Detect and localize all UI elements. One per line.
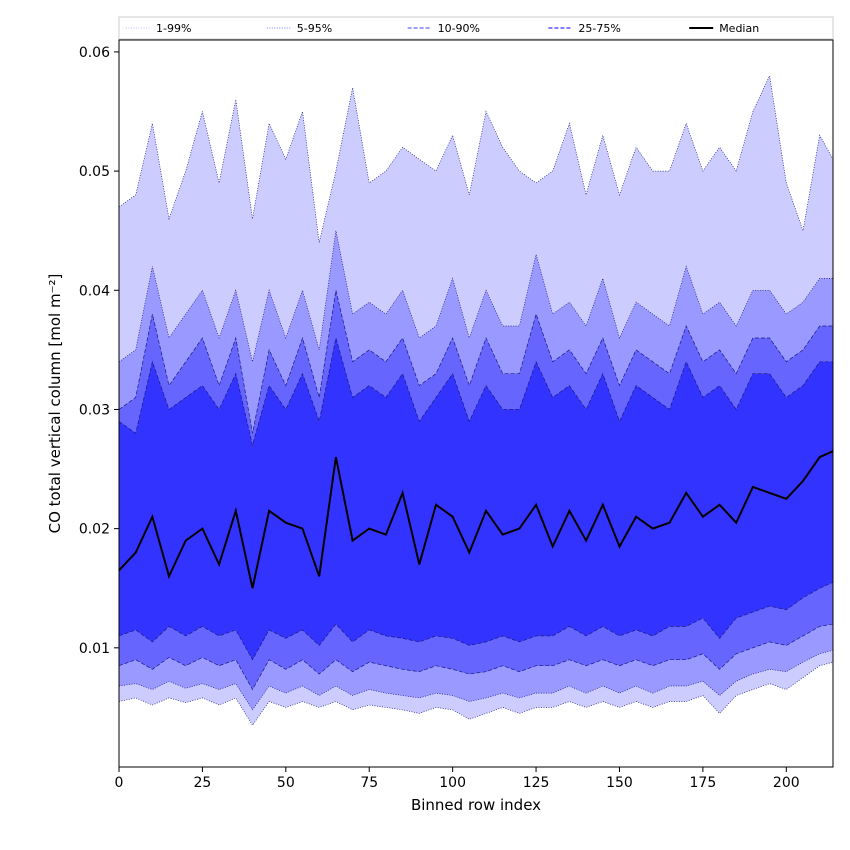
- y-tick-label: 0.01: [79, 641, 110, 657]
- y-tick-label: 0.03: [79, 402, 110, 418]
- band-25-75: [119, 338, 833, 660]
- x-axis-ticks: 0 25 50 75 100 125 150 175 200: [115, 767, 800, 791]
- y-axis-label: CO total vertical column [mol m⁻²]: [46, 274, 64, 534]
- x-tick-label: 50: [277, 775, 295, 791]
- x-tick-label: 25: [193, 775, 211, 791]
- band-10-90-upper-line: [118, 290, 833, 434]
- x-tick-label: 0: [115, 775, 124, 791]
- band-5-95-upper-line: [118, 230, 833, 363]
- band-1-99-upper-line: [118, 74, 834, 243]
- x-tick-label: 175: [690, 775, 717, 791]
- y-axis-ticks: 0.01 0.02 0.03 0.04 0.05 0.06: [79, 45, 119, 657]
- x-axis-label: Binned row index: [411, 796, 541, 814]
- median-layer: [118, 450, 834, 589]
- legend-label-5-95: 5-95%: [297, 22, 332, 35]
- band-25-75-upper-line: [118, 337, 833, 446]
- legend-label-1-99: 1-99%: [156, 22, 191, 35]
- y-tick-label: 0.06: [79, 45, 110, 61]
- x-tick-label: 75: [360, 775, 378, 791]
- x-tick-label: 125: [523, 775, 550, 791]
- y-tick-label: 0.04: [79, 283, 110, 299]
- percentile-bands: [119, 75, 833, 726]
- y-tick-label: 0.05: [79, 164, 110, 180]
- x-tick-label: 100: [439, 775, 466, 791]
- plot-frame: [118, 39, 834, 768]
- band-25-75-lower-line: [118, 581, 834, 661]
- legend-label-median: Median: [719, 22, 759, 35]
- median-line: [118, 450, 834, 589]
- x-tick-label: 200: [773, 775, 800, 791]
- legend-box: [118, 16, 834, 40]
- band-1-99-lower-line: [118, 661, 834, 726]
- x-tick-label: 150: [606, 775, 633, 791]
- y-tick-label: 0.02: [79, 522, 110, 538]
- band-edge-lines: [118, 74, 834, 726]
- band-10-90-lower-line: [118, 623, 834, 691]
- legend-label-25-75: 25-75%: [578, 22, 620, 35]
- legend-label-10-90: 10-90%: [438, 22, 480, 35]
- legend: 1-99% 5-95% 10-90% 25-75% Median: [118, 16, 834, 40]
